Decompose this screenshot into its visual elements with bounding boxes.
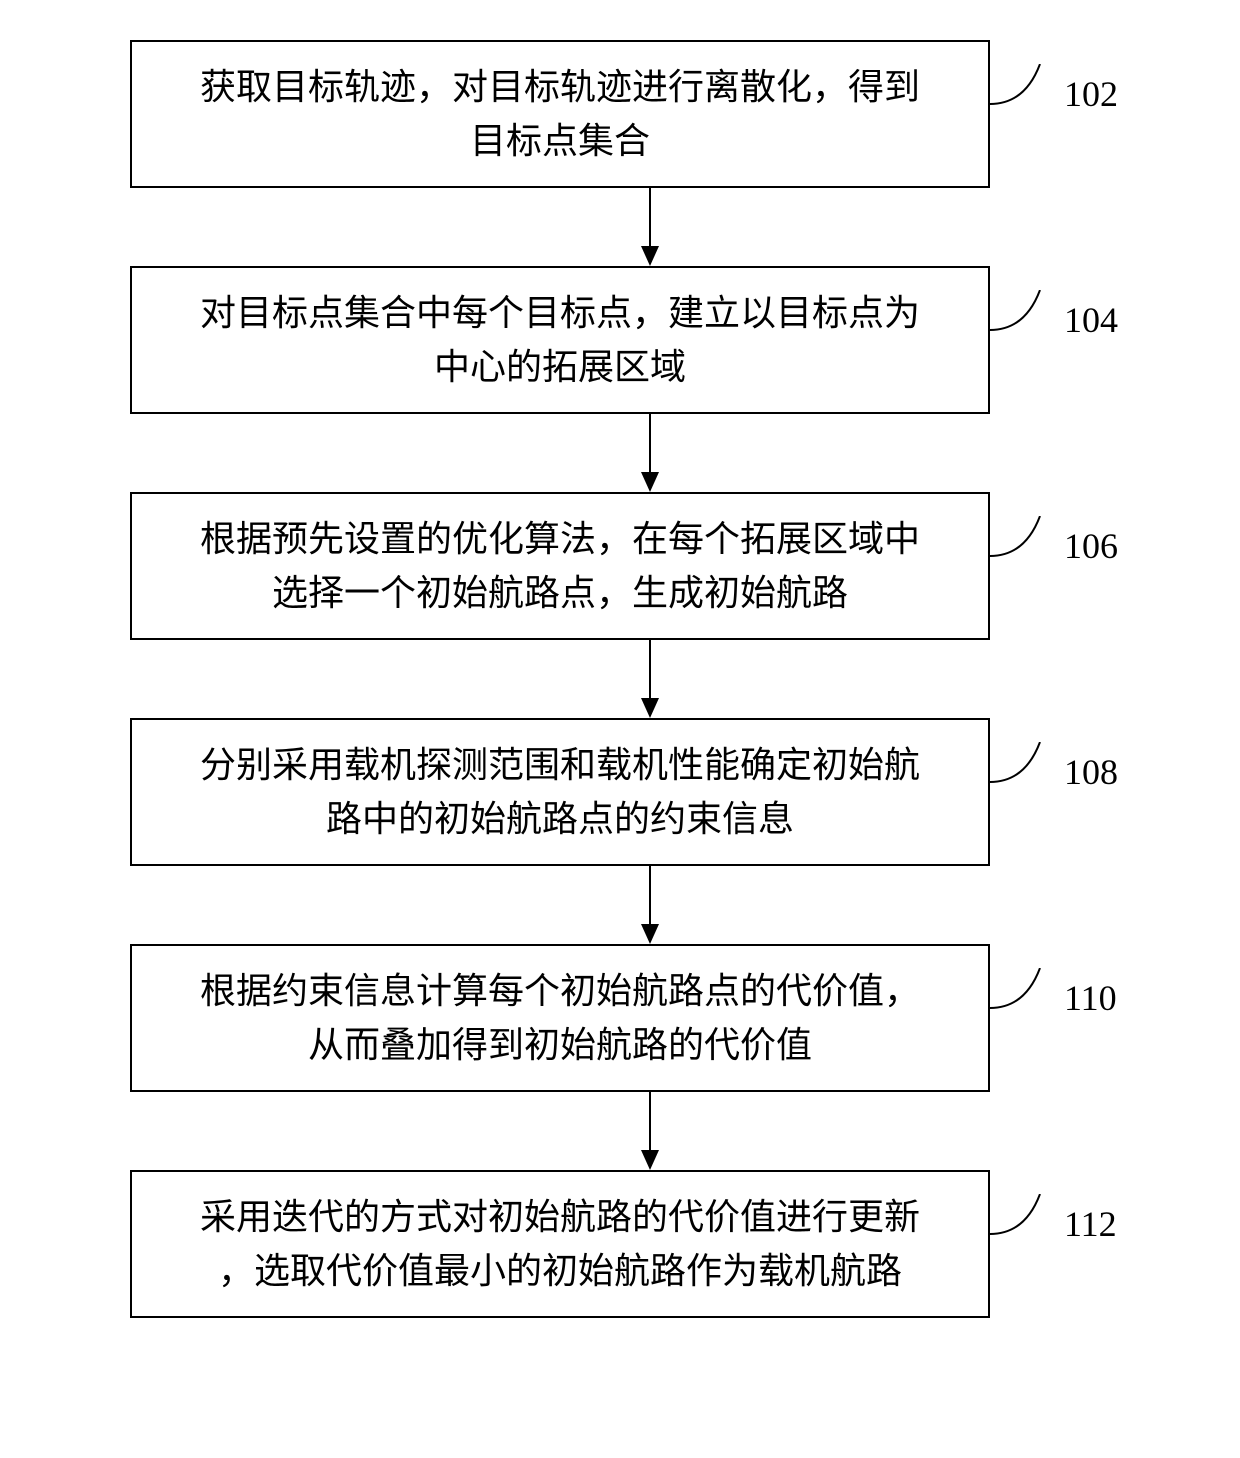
arrow-4 [220,866,1080,944]
step-box-2: 对目标点集合中每个目标点，建立以目标点为 中心的拓展区域 [130,266,990,414]
step-text-2-line2: 中心的拓展区域 [434,347,686,387]
arrow-down-icon [635,414,665,492]
step-label-2: 104 [1064,299,1118,341]
step-text-4-line2: 路中的初始航路点的约束信息 [326,799,794,839]
step-row-1: 获取目标轨迹，对目标轨迹进行离散化，得到 目标点集合 102 [70,40,1170,188]
step-label-4: 108 [1064,751,1118,793]
step-text-2-line1: 对目标点集合中每个目标点，建立以目标点为 [200,293,920,333]
step-box-4: 分别采用载机探测范围和载机性能确定初始航 路中的初始航路点的约束信息 [130,718,990,866]
step-label-5: 110 [1064,977,1117,1019]
arrow-down-icon [635,866,665,944]
step-text-1-line1: 获取目标轨迹，对目标轨迹进行离散化，得到 [200,67,920,107]
connector-6 [990,1194,1060,1254]
step-text-3-line1: 根据预先设置的优化算法，在每个拓展区域中 [200,519,920,559]
step-box-1: 获取目标轨迹，对目标轨迹进行离散化，得到 目标点集合 [130,40,990,188]
arrow-down-icon [635,1092,665,1170]
arrow-1 [220,188,1080,266]
step-text-4-line1: 分别采用载机探测范围和载机性能确定初始航 [200,745,920,785]
label-col-6: 112 [990,1234,1170,1254]
step-text-1-line2: 目标点集合 [470,121,650,161]
arrow-2 [220,414,1080,492]
connector-2 [990,290,1060,350]
step-label-1: 102 [1064,73,1118,115]
connector-1 [990,64,1060,124]
connector-3 [990,516,1060,576]
step-row-5: 根据约束信息计算每个初始航路点的代价值， 从而叠加得到初始航路的代价值 110 [70,944,1170,1092]
arrow-down-icon [635,188,665,266]
connector-5 [990,968,1060,1028]
label-col-2: 104 [990,330,1170,350]
step-label-3: 106 [1064,525,1118,567]
step-text-6-line2: ，选取代价值最小的初始航路作为载机航路 [218,1251,902,1291]
step-box-5: 根据约束信息计算每个初始航路点的代价值， 从而叠加得到初始航路的代价值 [130,944,990,1092]
label-col-4: 108 [990,782,1170,802]
step-row-2: 对目标点集合中每个目标点，建立以目标点为 中心的拓展区域 104 [70,266,1170,414]
step-box-6: 采用迭代的方式对初始航路的代价值进行更新 ，选取代价值最小的初始航路作为载机航路 [130,1170,990,1318]
step-row-6: 采用迭代的方式对初始航路的代价值进行更新 ，选取代价值最小的初始航路作为载机航路… [70,1170,1170,1318]
arrow-down-icon [635,640,665,718]
step-row-4: 分别采用载机探测范围和载机性能确定初始航 路中的初始航路点的约束信息 108 [70,718,1170,866]
flowchart-container: 获取目标轨迹，对目标轨迹进行离散化，得到 目标点集合 102 对目标点集合中每个… [70,40,1170,1318]
step-row-3: 根据预先设置的优化算法，在每个拓展区域中 选择一个初始航路点，生成初始航路 10… [70,492,1170,640]
arrow-5 [220,1092,1080,1170]
label-col-3: 106 [990,556,1170,576]
arrow-3 [220,640,1080,718]
step-text-5-line2: 从而叠加得到初始航路的代价值 [308,1025,812,1065]
step-label-6: 112 [1064,1203,1117,1245]
connector-4 [990,742,1060,802]
step-text-6-line1: 采用迭代的方式对初始航路的代价值进行更新 [200,1197,920,1237]
step-text-3-line2: 选择一个初始航路点，生成初始航路 [272,573,848,613]
label-col-1: 102 [990,104,1170,124]
step-text-5-line1: 根据约束信息计算每个初始航路点的代价值， [200,971,920,1011]
label-col-5: 110 [990,1008,1170,1028]
step-box-3: 根据预先设置的优化算法，在每个拓展区域中 选择一个初始航路点，生成初始航路 [130,492,990,640]
